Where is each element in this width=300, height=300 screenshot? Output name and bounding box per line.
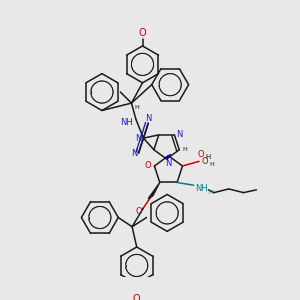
Text: O: O bbox=[139, 28, 146, 38]
Text: O: O bbox=[133, 294, 140, 300]
Text: N: N bbox=[131, 148, 137, 158]
Text: NH: NH bbox=[195, 184, 208, 193]
Text: H: H bbox=[210, 162, 214, 167]
Text: N: N bbox=[145, 114, 152, 123]
Text: N: N bbox=[165, 159, 172, 168]
Text: H: H bbox=[135, 105, 140, 110]
Text: O: O bbox=[145, 161, 151, 170]
Text: N: N bbox=[135, 134, 141, 142]
Text: O: O bbox=[135, 208, 142, 217]
Text: O: O bbox=[198, 149, 204, 158]
Polygon shape bbox=[148, 182, 160, 199]
Text: H: H bbox=[206, 154, 211, 160]
Polygon shape bbox=[166, 154, 171, 159]
Text: N: N bbox=[176, 130, 182, 140]
Text: H: H bbox=[182, 147, 187, 152]
Text: H: H bbox=[208, 190, 213, 195]
Text: O: O bbox=[201, 157, 208, 166]
Text: NH: NH bbox=[121, 118, 133, 127]
